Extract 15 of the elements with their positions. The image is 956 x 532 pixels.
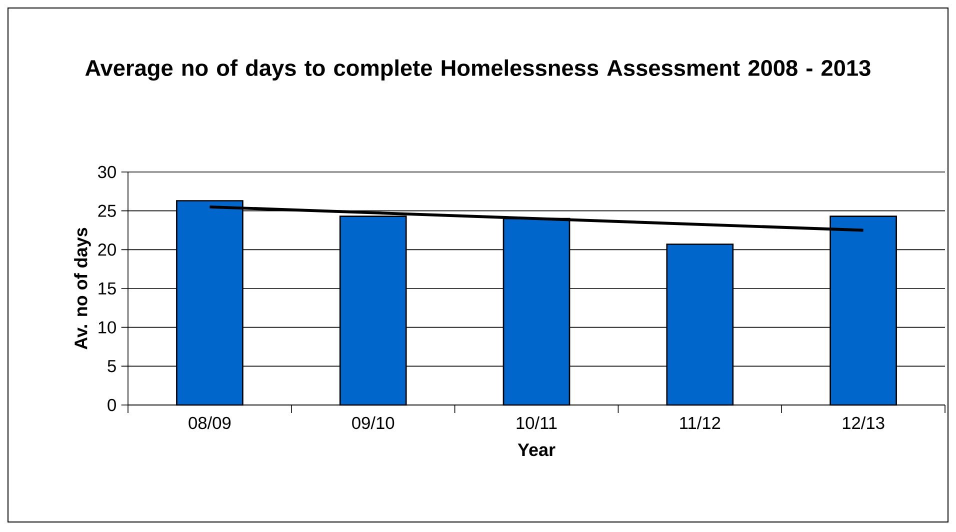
y-tick-label: 10 bbox=[98, 321, 116, 334]
y-tick-label: 5 bbox=[108, 360, 116, 372]
chart-title: Average no of days to complete Homelessness Assessment 2008 - 2013 bbox=[85, 59, 870, 81]
x-tick-label: 08/09 bbox=[188, 416, 231, 430]
y-tick-label: 15 bbox=[98, 282, 116, 295]
x-tick-label: 10/11 bbox=[516, 416, 557, 430]
y-tick-label: 30 bbox=[98, 166, 116, 178]
y-tick-label: 20 bbox=[98, 244, 116, 256]
x-axis-title: Year bbox=[518, 444, 556, 456]
y-axis-title: Av. no of days bbox=[74, 228, 91, 350]
x-tick-label: 09/10 bbox=[352, 416, 394, 430]
x-tick-label: 11/12 bbox=[680, 416, 720, 430]
x-tick-label: 12/13 bbox=[842, 416, 884, 430]
y-tick-label: 25 bbox=[98, 204, 116, 217]
y-tick-label: 0 bbox=[108, 398, 116, 412]
